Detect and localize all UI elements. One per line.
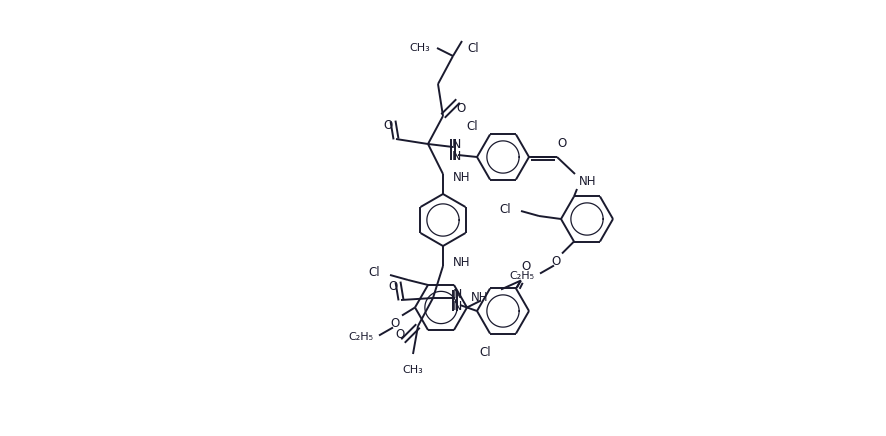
- Text: O: O: [383, 119, 392, 132]
- Text: Cl: Cl: [368, 266, 379, 279]
- Text: C₂H₅: C₂H₅: [347, 333, 373, 343]
- Text: O: O: [456, 102, 465, 115]
- Text: CH₃: CH₃: [408, 43, 430, 53]
- Text: Cl: Cl: [499, 202, 510, 215]
- Text: Cl: Cl: [478, 345, 490, 358]
- Text: N: N: [452, 289, 462, 302]
- Text: NH: NH: [470, 291, 487, 304]
- Text: N: N: [451, 150, 460, 163]
- Text: NH: NH: [579, 174, 595, 187]
- Text: Cl: Cl: [466, 41, 478, 54]
- Text: O: O: [521, 260, 530, 273]
- Text: NH: NH: [453, 170, 470, 184]
- Text: C₂H₅: C₂H₅: [509, 270, 533, 280]
- Text: NH: NH: [453, 256, 470, 269]
- Text: O: O: [556, 136, 566, 150]
- Text: O: O: [551, 255, 560, 268]
- Text: N: N: [452, 300, 462, 313]
- Text: O: O: [390, 317, 400, 330]
- Text: CH₃: CH₃: [402, 365, 423, 375]
- Text: O: O: [395, 327, 404, 341]
- Text: Cl: Cl: [466, 120, 478, 133]
- Text: O: O: [388, 279, 397, 293]
- Text: N: N: [451, 137, 460, 150]
